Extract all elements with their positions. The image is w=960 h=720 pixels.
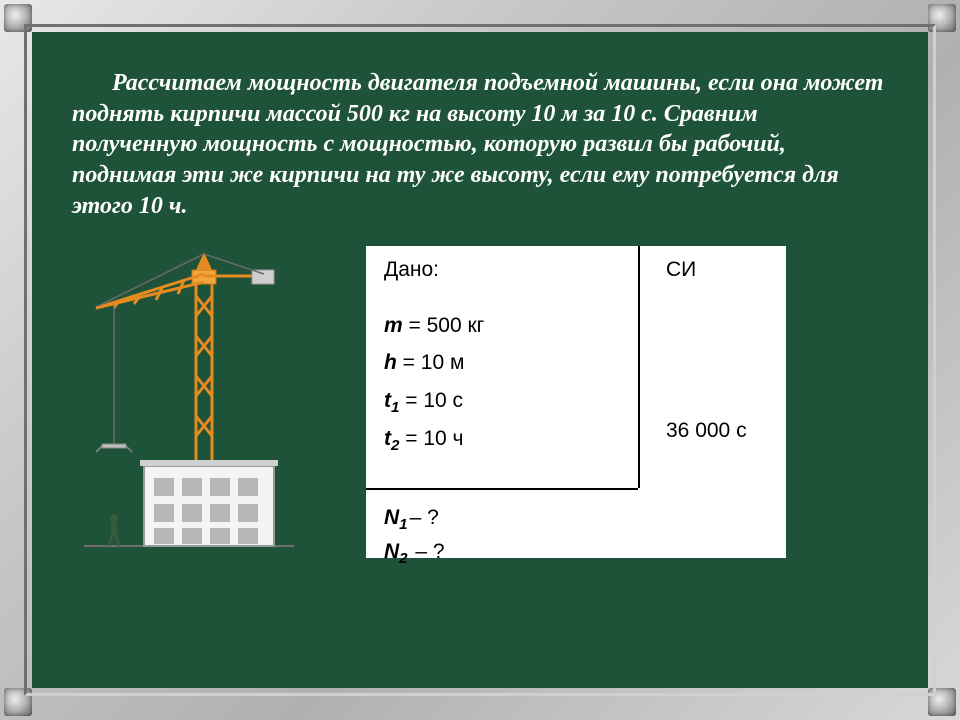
crane-illustration — [84, 246, 294, 556]
given-row: h = 10 м — [384, 345, 484, 383]
subscript: 1 — [399, 516, 407, 533]
given-row: t1 = 10 с — [384, 383, 484, 421]
tail: – ? — [408, 540, 447, 563]
si-header: СИ — [666, 258, 696, 282]
given-header: Дано: — [384, 258, 439, 282]
eq: = — [399, 427, 423, 450]
find-row: N1– ? — [384, 502, 447, 537]
symbol: h — [384, 351, 397, 374]
chalkboard: Рассчитаем мощность двигателя подъемной … — [32, 32, 928, 688]
worker-icon — [109, 514, 119, 546]
whiteboard-frame: Рассчитаем мощность двигателя подъемной … — [0, 0, 960, 720]
table-vertical-rule — [638, 246, 640, 488]
value: 10 ч — [423, 427, 463, 450]
value: 10 с — [423, 389, 463, 412]
subscript: 2 — [399, 551, 407, 568]
symbol: t — [384, 427, 391, 450]
eq: = — [403, 314, 427, 337]
tail: – ? — [408, 506, 441, 529]
table-horizontal-rule — [366, 488, 638, 490]
problem-statement: Рассчитаем мощность двигателя подъемной … — [72, 68, 888, 222]
find-row: N2 – ? — [384, 536, 447, 571]
value: 500 кг — [427, 314, 485, 337]
given-rows: m = 500 кг h = 10 м t1 = 10 с t2 = 10 ч — [384, 308, 484, 460]
symbol: N — [384, 506, 399, 529]
given-row: m = 500 кг — [384, 308, 484, 346]
eq: = — [397, 351, 421, 374]
crane-icon — [84, 246, 294, 556]
symbol: N — [384, 540, 399, 563]
eq: = — [399, 389, 423, 412]
value: 10 м — [421, 351, 465, 374]
symbol: m — [384, 314, 403, 337]
content-row: Дано: СИ m = 500 кг h = 10 м t1 = 10 с — [72, 246, 888, 558]
symbol: t — [384, 389, 391, 412]
given-table: Дано: СИ m = 500 кг h = 10 м t1 = 10 с — [366, 246, 786, 558]
find-section: N1– ? N2 – ? — [384, 502, 447, 572]
given-row: t2 = 10 ч — [384, 421, 484, 459]
si-value: 36 000 с — [666, 419, 747, 443]
